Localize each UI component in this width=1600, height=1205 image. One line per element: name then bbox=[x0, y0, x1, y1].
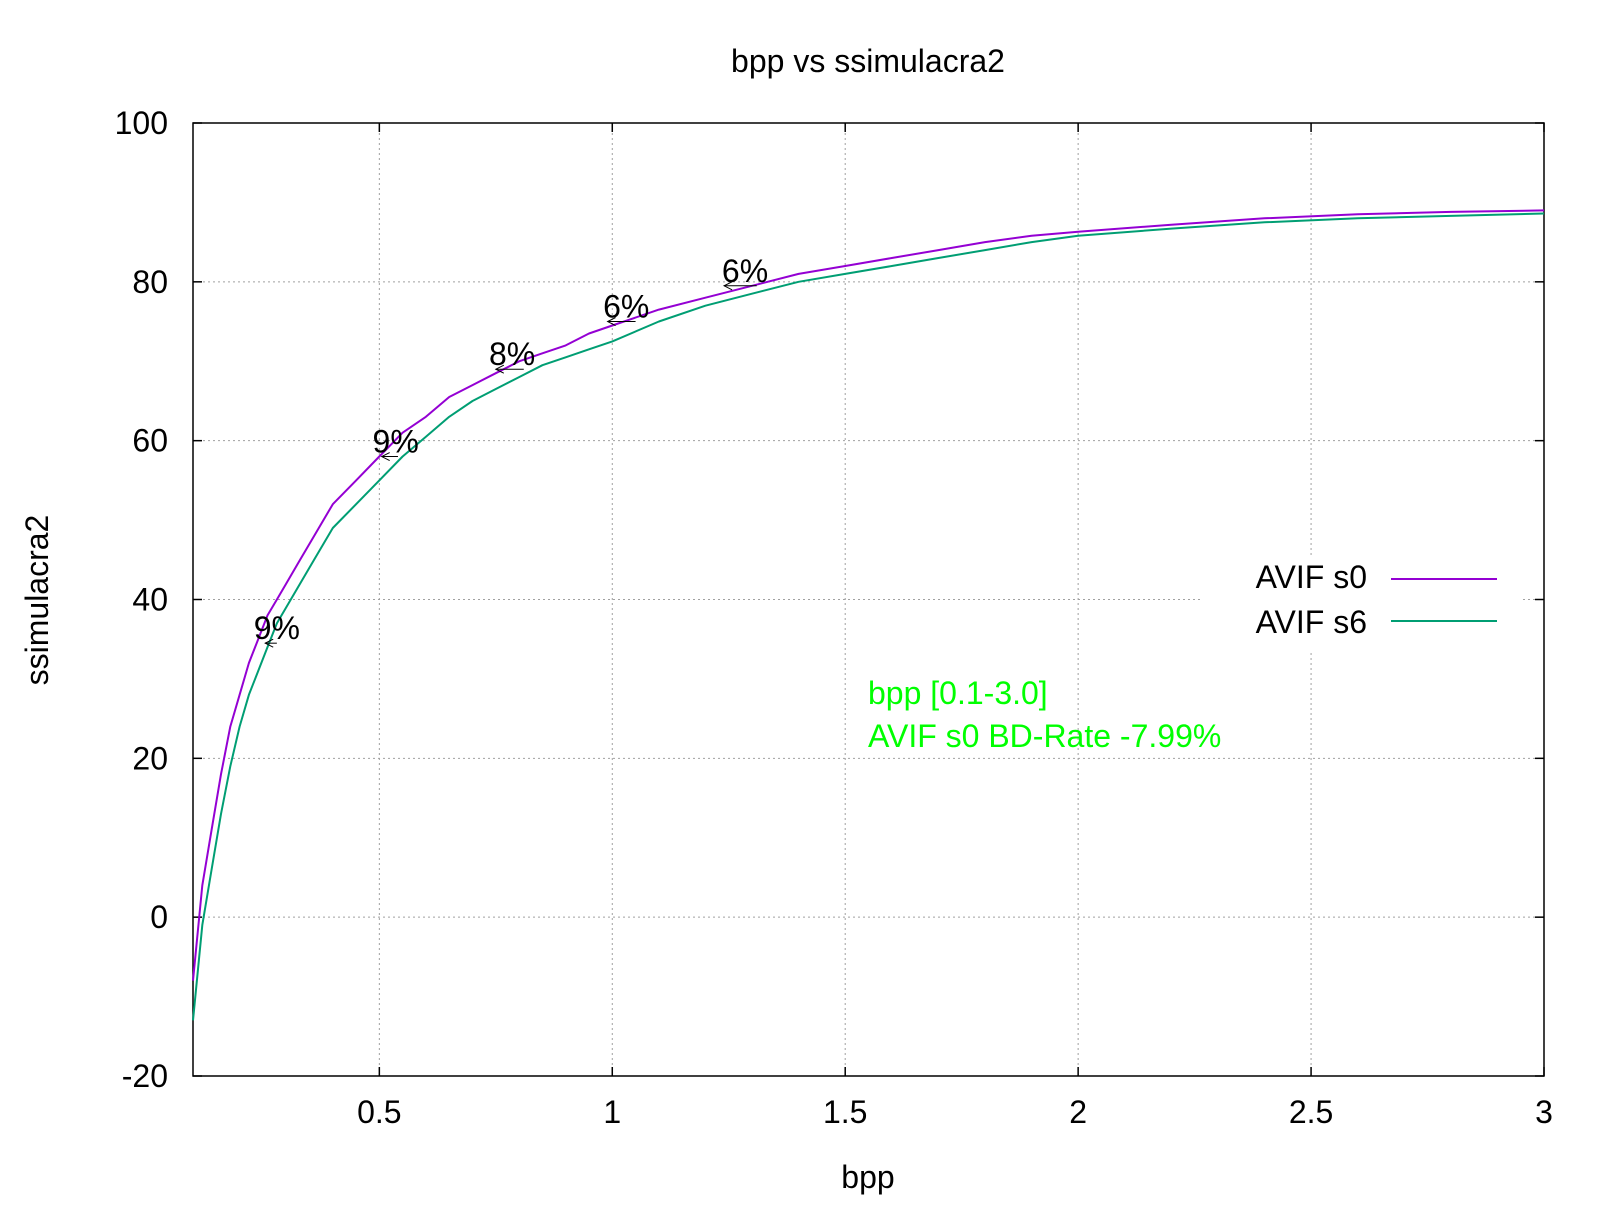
bd-rate-info: bpp [0.1-3.0] AVIF s0 BD-Rate -7.99% bbox=[868, 675, 1221, 754]
annotation-label: 6% bbox=[722, 253, 768, 289]
x-axis-label: bpp bbox=[841, 1159, 894, 1195]
annotation-label: 8% bbox=[489, 336, 535, 372]
annotation-arrowhead bbox=[264, 638, 274, 648]
series-line-avif-s0 bbox=[192, 209, 1545, 981]
y-tick-label: 60 bbox=[132, 423, 168, 459]
series-lines bbox=[192, 209, 1545, 1021]
annotation-arrowhead bbox=[494, 364, 505, 374]
annotation-arrowhead bbox=[606, 317, 616, 326]
annotation-label: 6% bbox=[603, 289, 649, 325]
y-tick-label: 20 bbox=[132, 740, 168, 776]
annotation-label: 9% bbox=[254, 610, 300, 646]
annotations: 9% 9% 8% 6% 6% bbox=[254, 253, 768, 648]
y-tick-label: 0 bbox=[150, 899, 168, 935]
legend: AVIF s0 AVIF s6 bbox=[1200, 555, 1520, 651]
legend-background bbox=[1200, 555, 1520, 651]
y-tick-label: -20 bbox=[122, 1058, 168, 1094]
legend-label-avif-s6: AVIF s6 bbox=[1256, 604, 1367, 640]
y-axis-label: ssimulacra2 bbox=[19, 515, 55, 686]
y-tick-label: 80 bbox=[132, 264, 168, 300]
x-tick-label: 3 bbox=[1535, 1094, 1553, 1130]
annotation-arrowhead bbox=[722, 281, 733, 291]
x-tick-label: 1.5 bbox=[823, 1094, 867, 1130]
x-tick-label: 0.5 bbox=[357, 1094, 401, 1130]
annotation-arrowhead bbox=[380, 452, 390, 461]
annotation-label: 9% bbox=[373, 424, 419, 460]
chart-title: bpp vs ssimulacra2 bbox=[731, 43, 1005, 79]
y-tick-label: 40 bbox=[132, 582, 168, 618]
y-tick-label: 100 bbox=[115, 105, 168, 141]
bpp-range-text: bpp [0.1-3.0] bbox=[868, 675, 1048, 711]
legend-label-avif-s0: AVIF s0 bbox=[1256, 559, 1367, 595]
x-tick-label: 1 bbox=[603, 1094, 621, 1130]
bd-rate-text: AVIF s0 BD-Rate -7.99% bbox=[868, 718, 1221, 754]
x-tick-label: 2.5 bbox=[1289, 1094, 1333, 1130]
series-line-avif-s6 bbox=[192, 212, 1545, 1021]
axis-ticks: 0.5 1 1.5 2 2.5 3 -20 0 20 40 60 80 100 bbox=[115, 105, 1553, 1130]
x-tick-label: 2 bbox=[1069, 1094, 1087, 1130]
